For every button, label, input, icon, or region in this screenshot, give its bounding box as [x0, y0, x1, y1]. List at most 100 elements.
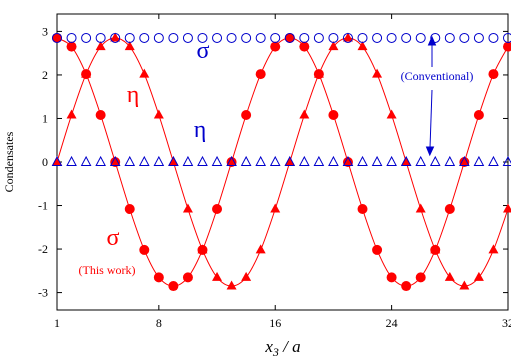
data-point-1: [459, 280, 470, 290]
data-point-3: [502, 155, 511, 166]
data-point-3: [153, 155, 165, 166]
data-point-0: [328, 109, 339, 120]
data-point-3: [80, 155, 92, 166]
annotation-sigma-this-work: σ: [107, 225, 120, 251]
data-point-1: [313, 68, 324, 78]
annotation-eta-this-work: η: [127, 82, 140, 108]
data-point-3: [342, 155, 354, 166]
data-point-3: [357, 155, 368, 166]
data-point-0: [415, 272, 426, 283]
arrow-up-head: [427, 35, 437, 46]
data-point-3: [66, 155, 77, 166]
data-point-0: [299, 41, 310, 52]
data-point-1: [153, 109, 164, 119]
data-point-2: [386, 32, 397, 43]
annotation-conventional: (Conventional): [401, 69, 474, 83]
data-point-0: [226, 157, 237, 167]
data-point-3: [255, 155, 267, 166]
data-point-1: [342, 32, 353, 42]
data-point-1: [182, 203, 193, 213]
data-point-0: [342, 157, 353, 167]
y-tick-label: -2: [38, 242, 48, 256]
y-tick-label: 3: [42, 24, 48, 38]
x-axis-label: x3 / a: [264, 337, 300, 359]
data-point-0: [95, 109, 106, 120]
data-point-1: [488, 244, 499, 254]
data-point-1: [372, 68, 383, 78]
data-point-1: [168, 156, 179, 166]
data-point-3: [109, 155, 121, 166]
data-point-1: [110, 32, 121, 42]
data-point-1: [241, 271, 252, 281]
data-point-3: [444, 155, 456, 166]
data-point-0: [182, 272, 193, 283]
data-point-0: [357, 204, 368, 215]
data-point-3: [298, 155, 310, 166]
data-point-3: [51, 155, 63, 166]
data-point-1: [430, 244, 441, 254]
data-point-1: [95, 41, 106, 51]
data-point-2: [488, 32, 499, 43]
x-tick-label: 8: [156, 316, 162, 330]
data-point-2: [459, 32, 470, 43]
data-point-2: [182, 32, 193, 43]
data-point-2: [357, 32, 368, 43]
data-point-2: [52, 32, 62, 43]
data-point-2: [401, 32, 412, 43]
data-point-0: [444, 204, 455, 215]
data-point-0: [153, 272, 164, 283]
data-point-2: [299, 32, 310, 43]
data-point-0: [66, 41, 77, 52]
y-tick-label: -1: [38, 199, 48, 213]
data-point-0: [139, 244, 150, 255]
y-axis-label: Condensates: [2, 131, 16, 192]
x-tick-label: 24: [386, 316, 398, 330]
data-point-2: [124, 32, 135, 43]
data-point-0: [459, 157, 470, 167]
data-point-2: [139, 32, 150, 43]
data-point-2: [444, 32, 455, 43]
data-point-0: [386, 272, 397, 283]
data-point-3: [328, 155, 339, 166]
data-point-1: [255, 244, 266, 254]
data-point-2: [503, 32, 511, 43]
x-axis-label-x: x: [264, 337, 273, 356]
data-point-2: [255, 32, 266, 43]
data-point-0: [488, 69, 499, 80]
data-point-2: [284, 32, 295, 43]
data-point-2: [415, 32, 426, 43]
data-point-3: [138, 155, 150, 166]
data-point-1: [52, 156, 62, 166]
data-point-0: [124, 204, 135, 215]
data-point-3: [371, 155, 383, 166]
data-point-0: [212, 204, 223, 215]
data-point-1: [124, 41, 135, 51]
x-tick-label: 32: [502, 316, 511, 330]
y-tick-label: -3: [38, 286, 48, 300]
x-axis-label-sub: 3: [272, 345, 279, 359]
data-point-3: [415, 155, 427, 166]
data-point-2: [212, 32, 223, 43]
data-point-1: [226, 280, 237, 290]
data-point-3: [240, 155, 252, 166]
y-tick-label: 1: [42, 111, 48, 125]
data-point-3: [95, 155, 106, 166]
data-point-2: [153, 32, 164, 43]
data-point-1: [299, 109, 310, 119]
conventional-arrows: [425, 35, 437, 157]
y-tick-label: 0: [42, 155, 48, 169]
data-point-0: [372, 244, 383, 255]
data-point-3: [284, 155, 296, 166]
data-point-3: [429, 155, 441, 166]
data-point-1: [357, 41, 368, 51]
annotation-eta-conventional: η: [194, 117, 207, 143]
data-point-1: [270, 203, 281, 213]
data-point-0: [52, 32, 62, 43]
data-point-0: [401, 281, 412, 292]
series-markers: [51, 32, 511, 292]
annotation-this-work: (This work): [79, 263, 136, 277]
data-point-3: [168, 155, 179, 166]
data-point-3: [197, 155, 208, 166]
x-tick-label: 16: [269, 316, 281, 330]
